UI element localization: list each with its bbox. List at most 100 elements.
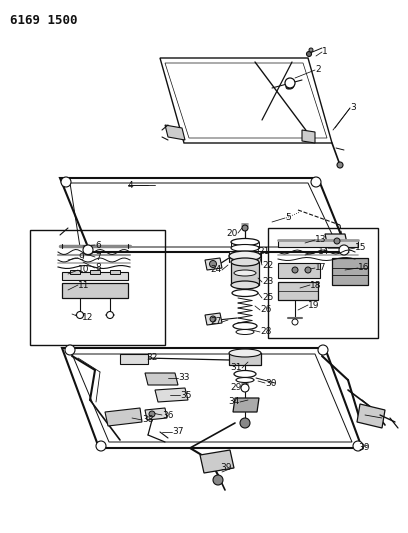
Text: 14: 14 [318, 247, 329, 256]
Text: 11: 11 [78, 280, 89, 289]
Circle shape [213, 475, 223, 485]
Polygon shape [205, 258, 222, 270]
Circle shape [334, 238, 340, 244]
Text: 27: 27 [211, 318, 222, 327]
Bar [90, 270, 100, 274]
Polygon shape [120, 354, 148, 364]
Text: 20: 20 [226, 229, 238, 238]
Polygon shape [231, 262, 259, 285]
Text: 36: 36 [162, 410, 173, 419]
Circle shape [96, 441, 106, 451]
Bar [70, 270, 80, 274]
Text: 9: 9 [78, 254, 84, 262]
Bar [268, 228, 378, 338]
Polygon shape [302, 130, 315, 143]
Text: 13: 13 [315, 236, 326, 245]
Text: 28: 28 [260, 327, 271, 336]
Text: 5: 5 [285, 214, 291, 222]
Polygon shape [229, 353, 261, 365]
Circle shape [210, 316, 216, 322]
Text: 31: 31 [231, 364, 242, 373]
Circle shape [339, 245, 349, 255]
Polygon shape [278, 282, 318, 300]
Text: 25: 25 [262, 294, 273, 303]
Circle shape [286, 81, 294, 89]
Polygon shape [357, 404, 385, 428]
Ellipse shape [234, 270, 256, 276]
Circle shape [77, 311, 84, 319]
Text: 12: 12 [82, 313, 93, 322]
Ellipse shape [236, 377, 254, 383]
Bar [110, 270, 120, 274]
Text: 1: 1 [322, 47, 328, 56]
Text: 16: 16 [358, 263, 370, 272]
Polygon shape [165, 125, 185, 140]
Circle shape [311, 177, 321, 187]
Text: 23: 23 [262, 278, 273, 287]
Polygon shape [62, 272, 128, 280]
Circle shape [292, 267, 298, 273]
Text: 29: 29 [231, 384, 242, 392]
Polygon shape [155, 388, 188, 402]
Circle shape [240, 418, 250, 428]
Polygon shape [325, 234, 348, 248]
Text: 18: 18 [310, 280, 322, 289]
Text: 2: 2 [315, 66, 321, 75]
Circle shape [318, 345, 328, 355]
Circle shape [337, 162, 343, 168]
Text: 39: 39 [358, 443, 370, 453]
Text: 35: 35 [180, 391, 191, 400]
Text: 26: 26 [260, 305, 271, 314]
Text: 10: 10 [78, 265, 89, 274]
Polygon shape [200, 450, 234, 473]
Text: 37: 37 [172, 427, 184, 437]
Circle shape [242, 225, 248, 231]
Ellipse shape [233, 322, 257, 329]
Text: 7: 7 [95, 253, 101, 262]
Text: 34: 34 [228, 398, 240, 407]
Circle shape [306, 52, 311, 56]
Text: 38: 38 [142, 416, 153, 424]
Bar [30, 230, 165, 345]
Text: 30: 30 [265, 378, 277, 387]
Circle shape [83, 245, 93, 255]
Ellipse shape [231, 258, 259, 266]
Circle shape [209, 261, 217, 268]
Text: 32: 32 [146, 353, 158, 362]
Ellipse shape [232, 289, 258, 296]
Text: 19: 19 [308, 301, 319, 310]
Text: 24: 24 [211, 265, 222, 274]
Polygon shape [145, 408, 167, 420]
Ellipse shape [231, 281, 259, 289]
Polygon shape [105, 408, 142, 426]
Circle shape [149, 411, 155, 417]
Text: 15: 15 [355, 244, 366, 253]
Text: 33: 33 [178, 374, 189, 383]
Circle shape [292, 319, 298, 325]
Text: 4: 4 [128, 181, 134, 190]
Polygon shape [145, 373, 178, 385]
Circle shape [241, 384, 249, 392]
Text: 17: 17 [315, 263, 326, 272]
Text: 8: 8 [95, 263, 101, 272]
Text: 6169 1500: 6169 1500 [10, 13, 78, 27]
Polygon shape [278, 263, 320, 278]
Polygon shape [229, 252, 261, 262]
Text: 3: 3 [350, 103, 356, 112]
Polygon shape [332, 258, 368, 285]
Ellipse shape [229, 349, 261, 357]
Circle shape [305, 267, 311, 273]
Circle shape [106, 311, 113, 319]
Circle shape [353, 441, 363, 451]
Text: 6: 6 [95, 240, 101, 249]
Circle shape [61, 177, 71, 187]
Ellipse shape [229, 251, 261, 261]
Polygon shape [205, 313, 222, 325]
Polygon shape [233, 398, 259, 412]
Ellipse shape [236, 329, 254, 335]
Circle shape [285, 78, 295, 88]
Ellipse shape [231, 245, 259, 252]
Ellipse shape [231, 238, 259, 246]
Circle shape [309, 48, 313, 52]
Polygon shape [62, 283, 128, 298]
